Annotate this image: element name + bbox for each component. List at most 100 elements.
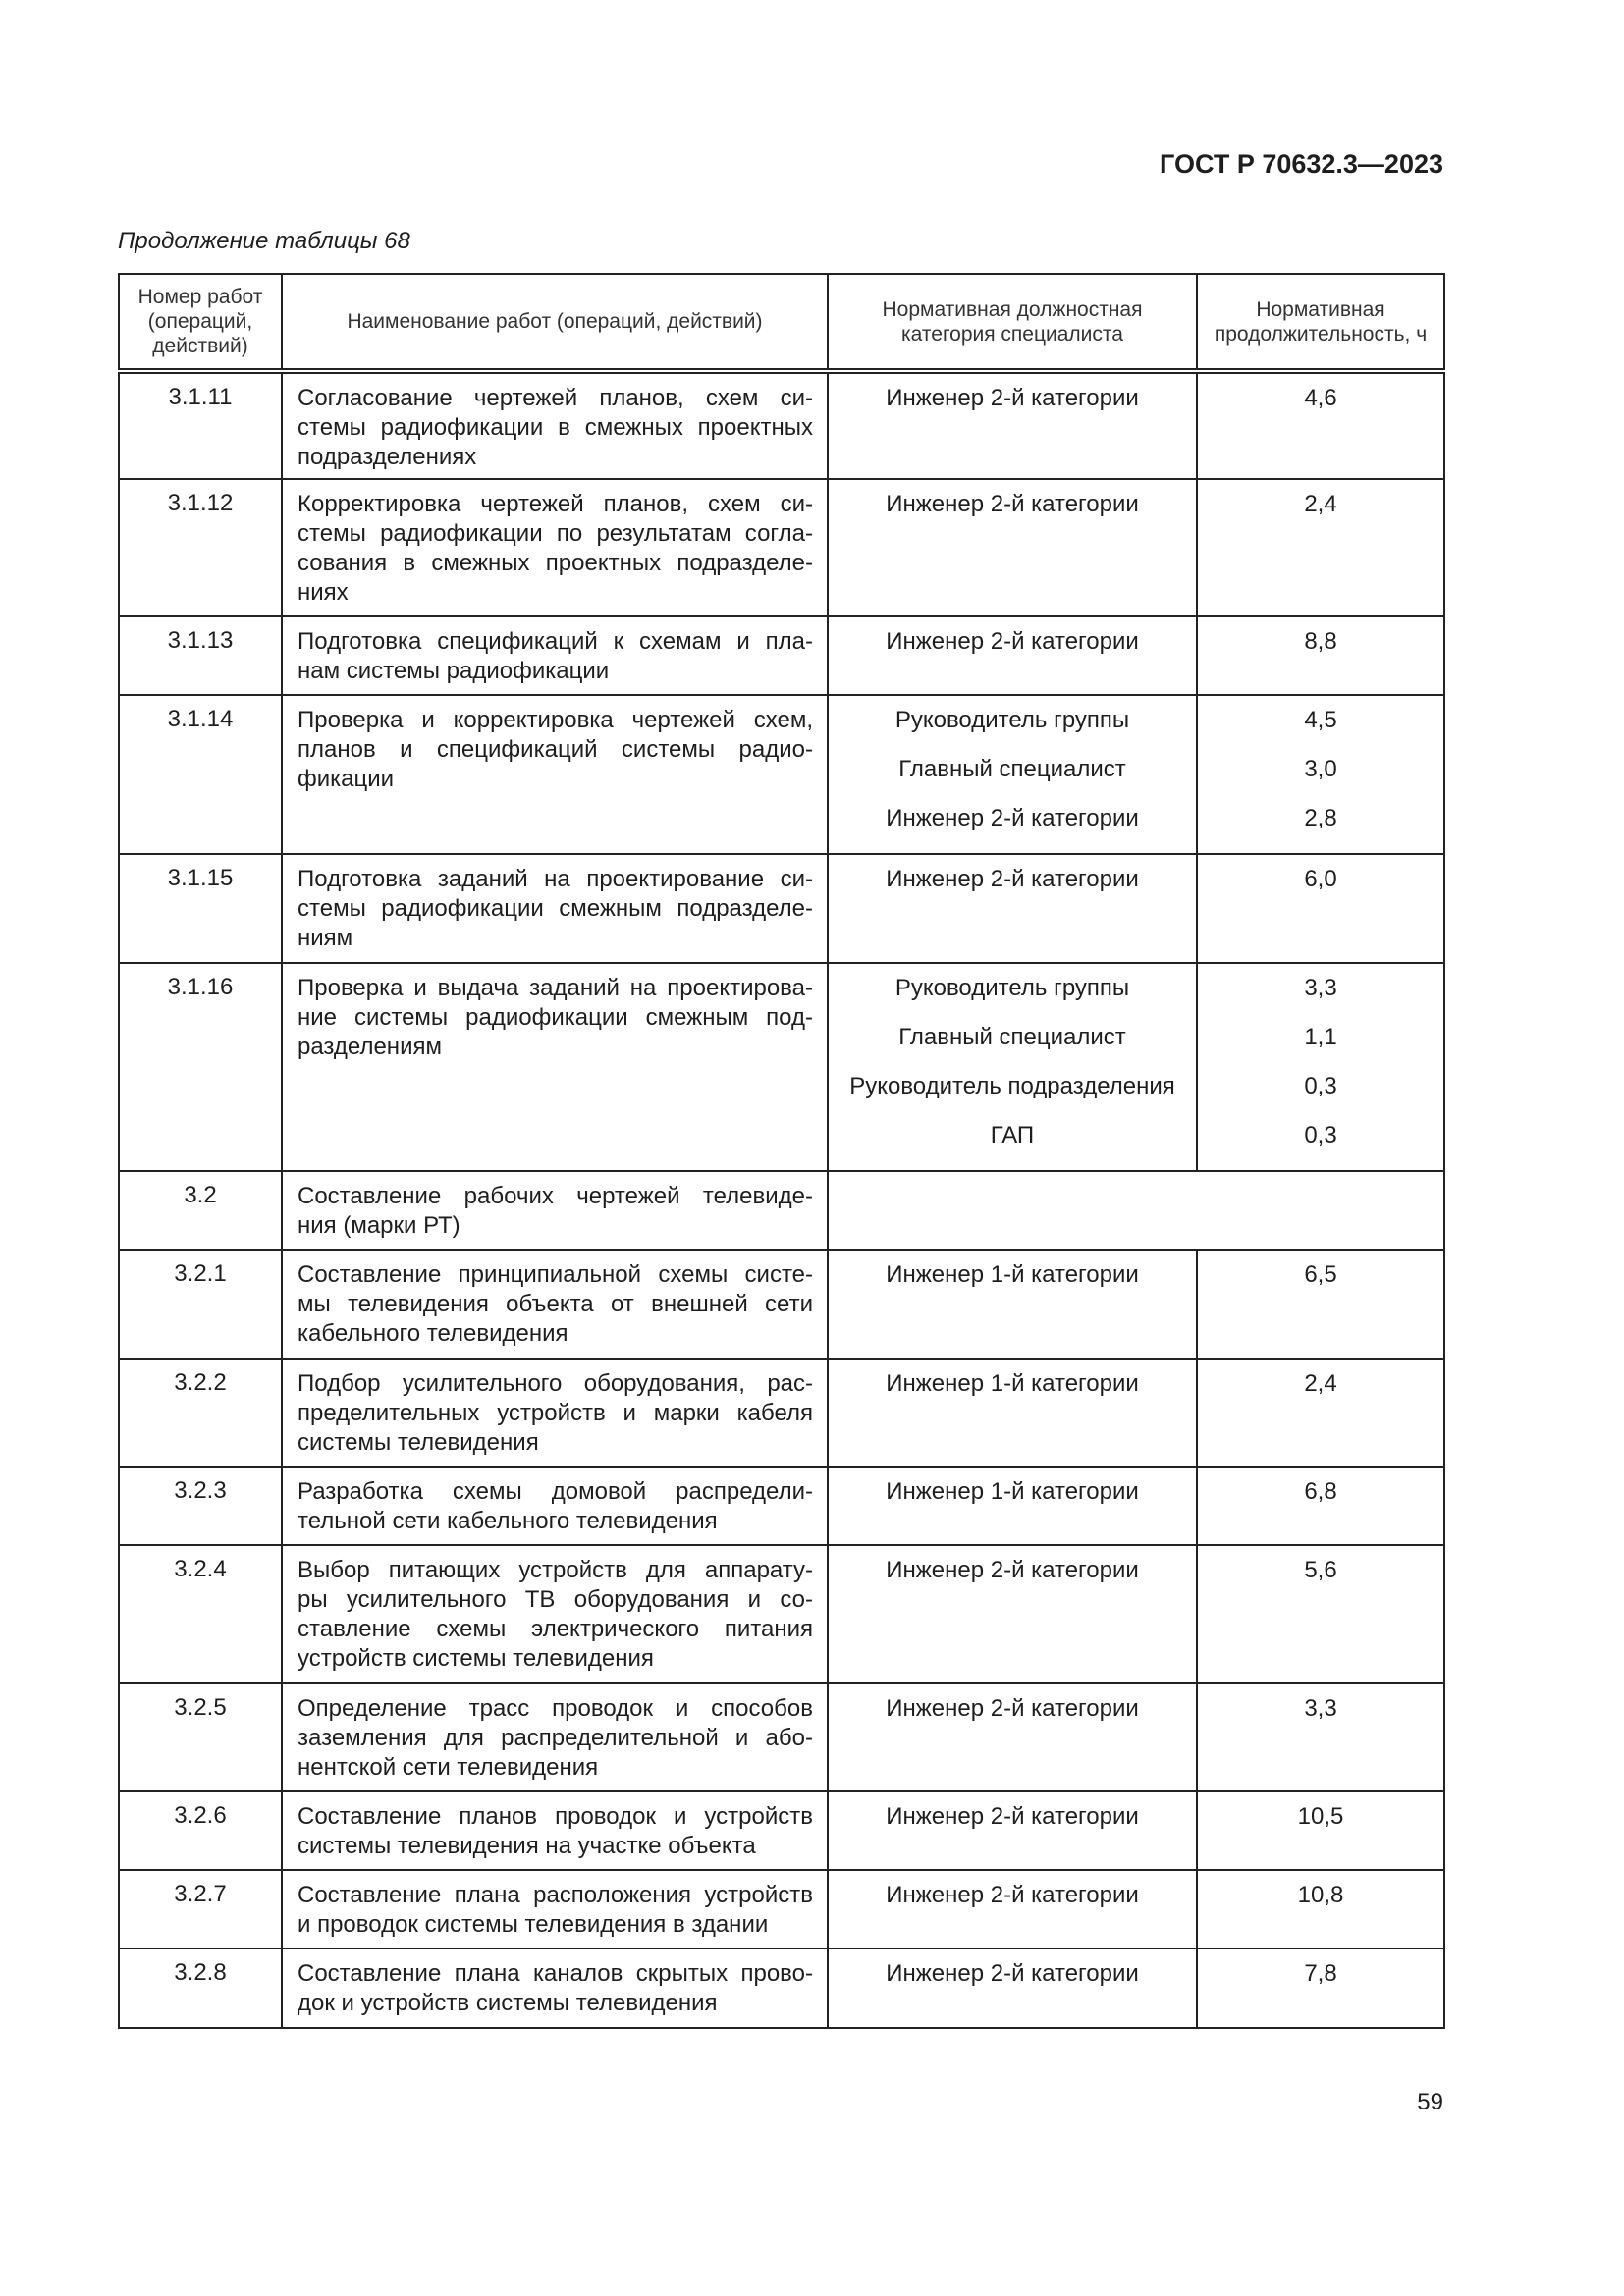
work-number: 3.2.6	[118, 1790, 283, 1871]
work-name-line: Определение трасс проводок и способов	[298, 1695, 813, 1722]
work-norms-table: Номер работ (операций, действий) Наимено…	[118, 273, 1445, 2029]
duration-value: 10,5	[1297, 1803, 1344, 1830]
category-item: Руководитель подразделения	[849, 1073, 1175, 1099]
work-name: Выбор питающих устройств для аппарату-ры…	[281, 1544, 829, 1684]
work-number: 3.1.14	[118, 694, 283, 855]
work-name-line: Составление рабочих чертежей телевиде-	[298, 1183, 813, 1209]
work-name-line: стемы радиофикации в смежных проектных	[298, 414, 813, 441]
work-name-line: нам системы радиофикации	[298, 658, 610, 684]
duration: 3,3 1,1 0,3 0,3	[1196, 962, 1445, 1172]
work-name: Определение трасс проводок и способов заз…	[281, 1682, 829, 1792]
work-name-line: системы телевидения на участке объекта	[298, 1833, 756, 1859]
table-row: 3.2.2 Подбор усилительного оборудования, …	[118, 1358, 1445, 1468]
work-name-line: ры усилительного ТВ оборудования и со-	[298, 1586, 813, 1613]
duration: 10,5	[1196, 1790, 1445, 1871]
duration: 5,6	[1196, 1544, 1445, 1684]
work-name-line: док и устройств системы телевидения	[298, 1990, 718, 2016]
work-name-line: фикации	[298, 766, 395, 792]
duration: 4,6	[1196, 368, 1445, 480]
work-number: 3.1.11	[118, 368, 283, 480]
table-row: 3.1.12 Корректировка чертежей планов, схе…	[118, 478, 1445, 617]
work-name-line: сования в смежных проектных подразделе-	[298, 550, 813, 576]
duration-value: 4,6	[1304, 385, 1337, 411]
work-number: 3.1.12	[118, 478, 283, 617]
table-row: 3.2.3 Разработка схемы домовой распредели…	[118, 1466, 1445, 1546]
document-code: ГОСТ Р 70632.3—2023	[1160, 149, 1443, 179]
work-name: Подготовка заданий на проектирование си-…	[281, 853, 829, 964]
empty-merged-cell	[827, 1170, 1445, 1251]
work-name-line: стемы радиофикации смежным подразделе-	[298, 895, 813, 922]
duration-value: 3,3	[1304, 975, 1337, 1001]
table-caption: Продолжение таблицы 68	[118, 228, 410, 254]
category-item: Инженер 2-й категории	[886, 385, 1139, 411]
category-item: Инженер 2-й категории	[886, 1695, 1139, 1722]
work-name-line: Разработка схемы домовой распредели-	[298, 1478, 813, 1505]
table-row: 3.2.7 Составление плана расположения устр…	[118, 1869, 1445, 1949]
duration-value: 2,8	[1304, 805, 1337, 831]
table-row: 3.2.5 Определение трасс проводок и способ…	[118, 1682, 1445, 1792]
category-item: Инженер 2-й категории	[886, 1882, 1139, 1908]
table-row: 3.2.6 Составление планов проводок и устро…	[118, 1790, 1445, 1871]
work-name-line: Подготовка заданий на проектирование си-	[298, 866, 813, 892]
table-row: 3.2.8 Составление плана каналов скрытых п…	[118, 1948, 1445, 2029]
category-item: Руководитель группы	[894, 975, 1130, 1001]
duration-value: 0,3	[1304, 1122, 1337, 1148]
work-name-line: ставление схемы электрического питания	[298, 1616, 813, 1642]
work-number: 3.1.15	[118, 853, 283, 964]
work-number: 3.2	[118, 1170, 283, 1251]
work-name-line: мы телевидения объекта от внешней сети	[298, 1291, 813, 1317]
work-name: Согласование чертежей планов, схем си-ст…	[281, 368, 829, 480]
category-item: Инженер 2-й категории	[886, 491, 1139, 517]
specialist-category: Инженер 1-й категории	[827, 1358, 1198, 1468]
page-number: 59	[1417, 2089, 1443, 2115]
work-number: 3.2.7	[118, 1869, 283, 1949]
category-item: Инженер 2-й категории	[886, 805, 1139, 831]
work-name-line: Проверка и корректировка чертежей схем,	[298, 707, 813, 733]
duration-value: 2,4	[1304, 1370, 1337, 1397]
duration-value: 6,0	[1304, 866, 1337, 892]
work-name-line: Согласование чертежей планов, схем си-	[298, 385, 813, 411]
work-name-line: системы телевидения	[298, 1429, 539, 1456]
header-name: Наименование работ (операций, действий)	[281, 273, 829, 372]
duration-value: 4,5	[1304, 707, 1337, 733]
specialist-category: Инженер 2-й категории	[827, 853, 1198, 964]
work-name-line: устройств системы телевидения	[298, 1645, 654, 1672]
work-name-line: Проверка и выдача заданий на проектирова…	[298, 975, 813, 1001]
specialist-category: Инженер 2-й категории	[827, 615, 1198, 696]
work-name-line: Составление плана расположения устройств	[298, 1882, 813, 1908]
duration: 6,0	[1196, 853, 1445, 964]
work-name: Составление принципиальной схемы систе-м…	[281, 1249, 829, 1360]
category-item: Главный специалист	[898, 1024, 1126, 1050]
duration: 3,3	[1196, 1682, 1445, 1792]
table-header-row: Номер работ (операций, действий) Наимено…	[118, 273, 1445, 372]
category-item: Инженер 2-й категории	[886, 1960, 1139, 1987]
duration: 6,8	[1196, 1466, 1445, 1546]
specialist-category: Инженер 2-й категории	[827, 478, 1198, 617]
category-item: Инженер 1-й категории	[886, 1478, 1139, 1505]
duration-value: 10,8	[1297, 1882, 1344, 1908]
category-item: Руководитель группы	[894, 707, 1130, 733]
work-name-line: нентской сети телевидения	[298, 1754, 599, 1781]
work-name-line: ниям	[298, 925, 353, 951]
category-item: Инженер 2-й категории	[886, 1557, 1139, 1583]
work-name-line: Подготовка спецификаций к схемам и пла-	[298, 628, 813, 655]
work-name-line: Составление плана каналов скрытых прово-	[298, 1960, 813, 1987]
specialist-category: Инженер 2-й категории	[827, 1544, 1198, 1684]
duration-value: 7,8	[1304, 1960, 1337, 1987]
category-item: Инженер 1-й категории	[886, 1261, 1139, 1288]
work-name-line: Корректировка чертежей планов, схем си-	[298, 491, 813, 517]
work-name: Составление планов проводок и устройств с…	[281, 1790, 829, 1871]
header-category: Нормативная должностная категория специа…	[827, 273, 1198, 372]
duration-value: 3,3	[1304, 1695, 1337, 1722]
table-row: 3.1.11 Согласование чертежей планов, схем…	[118, 368, 1445, 480]
specialist-category: Инженер 2-й категории	[827, 1682, 1198, 1792]
duration: 6,5	[1196, 1249, 1445, 1360]
table-row: 3.2 Составление рабочих чертежей телевиде…	[118, 1170, 1445, 1251]
specialist-category: Инженер 1-й категории	[827, 1249, 1198, 1360]
duration-value: 8,8	[1304, 628, 1337, 655]
work-number: 3.2.4	[118, 1544, 283, 1684]
table-row: 3.1.14 Проверка и корректировка чертежей …	[118, 694, 1445, 855]
specialist-category: Руководитель группы Главный специалист Инж…	[827, 694, 1198, 855]
work-name-line: Составление планов проводок и устройств	[298, 1803, 813, 1830]
work-name: Подготовка спецификаций к схемам и пла-н…	[281, 615, 829, 696]
